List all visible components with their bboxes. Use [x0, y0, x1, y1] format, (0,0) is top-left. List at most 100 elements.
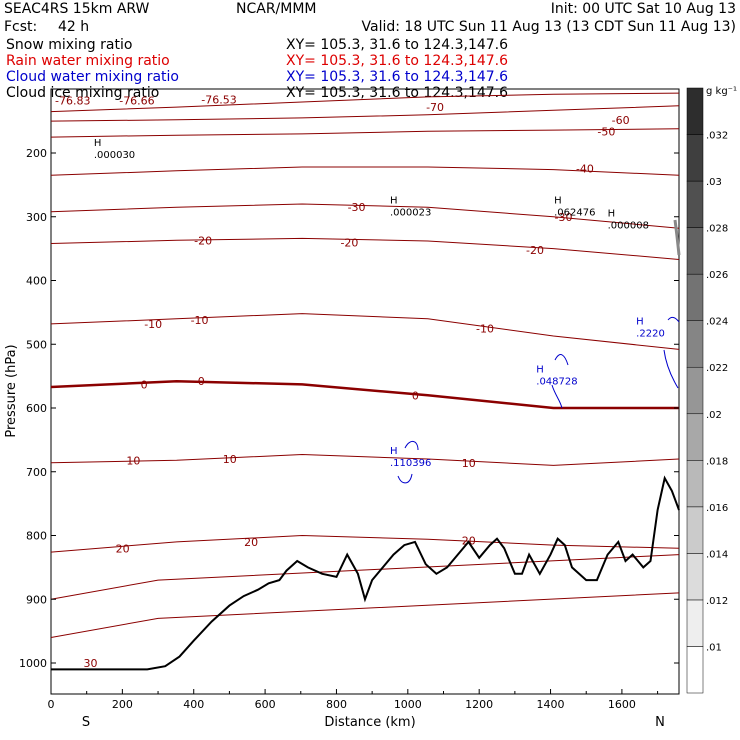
field-name: Cloud water mixing ratio: [6, 69, 179, 85]
x-tick-label: 800: [326, 698, 347, 711]
temperature-contours: [50, 92, 680, 638]
contour-line: [50, 379, 679, 410]
colorbar-bin: [686, 87, 704, 135]
colorbar-label: .02: [706, 410, 722, 421]
contour-line: [50, 534, 680, 553]
contour-line: [50, 554, 680, 600]
extremum-marker: H: [390, 446, 398, 457]
extremum-value: .2220: [636, 329, 665, 340]
colorbar-bin: [686, 460, 704, 508]
y-tick-label: 400: [26, 275, 47, 288]
contour-label: 0: [412, 389, 419, 402]
model-title: SEAC4RS 15km ARW: [4, 1, 150, 17]
colorbar-label: .012: [706, 596, 728, 607]
field-name: Rain water mixing ratio: [6, 53, 170, 69]
contour-label: -76.83: [55, 95, 90, 108]
x-tick-label: 1000: [394, 698, 422, 711]
x-tick-label: 200: [112, 698, 133, 711]
contour-line: [50, 592, 680, 638]
colorbar-bin: [686, 413, 704, 461]
contour-line: [50, 313, 680, 350]
x-tick-label: 400: [183, 698, 204, 711]
contour-label: -76.66: [119, 95, 154, 108]
contour-line: [50, 453, 680, 466]
colorbar-bin: [686, 227, 704, 275]
extremum-marker: H: [554, 196, 562, 207]
y-tick-label: 900: [26, 593, 47, 606]
extremum-marker: H: [390, 196, 398, 207]
contour-label: 10: [223, 453, 237, 466]
colorbar-label: .028: [706, 224, 728, 235]
x-axis-title: Distance (km): [324, 715, 415, 730]
y-tick-label: 800: [26, 530, 47, 543]
y-tick-label: 700: [26, 466, 47, 479]
contour-line: [50, 237, 680, 260]
colorbar-bin: [686, 320, 704, 368]
terrain-line: [51, 475, 680, 671]
contour-label: -20: [526, 244, 544, 257]
extremum-value: .048728: [536, 377, 577, 388]
colorbar-bin: [686, 553, 704, 601]
valid-time: Valid: 18 UTC Sun 11 Aug 13 (13 CDT Sun …: [362, 19, 736, 35]
extremum-marker: H: [94, 138, 102, 149]
contour-line: [50, 92, 680, 113]
colorbar-label: .024: [706, 317, 728, 328]
y-tick-label: 600: [26, 402, 47, 415]
x-tick-label: 600: [255, 698, 276, 711]
colorbar-bin: [686, 134, 704, 182]
contour-label: -10: [144, 318, 162, 331]
forecast-label: Fcst:: [4, 19, 37, 35]
field-xy: XY= 105.3, 31.6 to 124.3,147.6: [286, 37, 508, 53]
init-time: Init: 00 UTC Sat 10 Aug 13: [551, 1, 736, 17]
y-tick-label: 1000: [19, 657, 47, 670]
colorbar-label: .01: [706, 642, 722, 653]
extremum-marker: H: [608, 208, 616, 219]
extremum-value: .000023: [390, 208, 431, 219]
contour-label: 0: [198, 375, 205, 388]
contour-label: -30: [348, 201, 366, 214]
colorbar-bin: [686, 273, 704, 321]
extremum-value: .000008: [608, 220, 649, 231]
extremum-value: .000030: [94, 150, 135, 161]
contour-label: -60: [612, 114, 630, 127]
contour-label: -20: [194, 234, 212, 247]
field-xy: XY= 105.3, 31.6 to 124.3,147.6: [286, 53, 508, 69]
plot-frame: [50, 88, 680, 695]
field-legend: Snow mixing ratio XY= 105.3, 31.6 to 124.…: [6, 37, 508, 101]
colorbar-label: .018: [706, 456, 728, 467]
forecast-hour: 42 h: [58, 19, 89, 35]
colorbar-label: .032: [706, 131, 728, 142]
contour-label: 0: [141, 378, 148, 391]
contour-line: [50, 105, 680, 122]
contour-label: -20: [340, 236, 358, 249]
contour-label: 10: [462, 457, 476, 470]
colorbar-label: .026: [706, 270, 728, 281]
contour-label: -70: [426, 101, 444, 114]
contour-label: -10: [476, 322, 494, 335]
contour-label: -76.53: [201, 93, 236, 106]
extremum-marker: H: [636, 317, 644, 328]
x-tick-label: 1600: [608, 698, 636, 711]
colorbar-label: .016: [706, 503, 728, 514]
extremum-value: .110396: [390, 458, 431, 469]
contour-label: 20: [244, 536, 258, 549]
colorbar-bin: [686, 599, 704, 647]
contour-label: -50: [597, 125, 615, 138]
contour-label: -30: [555, 211, 573, 224]
cloud-water-contours: [397, 219, 681, 484]
contour-label: 10: [126, 454, 140, 467]
y-axis-title: Pressure (hPa): [4, 344, 19, 437]
x-tick-label: 1200: [465, 698, 493, 711]
x-tick-label: 0: [48, 698, 55, 711]
field-xy: XY= 105.3, 31.6 to 124.3,147.6: [286, 69, 508, 85]
contour-label: -10: [191, 314, 209, 327]
extremum-marker: H: [536, 365, 544, 376]
colorbar-bin: [686, 646, 704, 694]
contour-label: 30: [84, 657, 98, 670]
y-tick-label: 200: [26, 147, 47, 160]
field-name: Snow mixing ratio: [6, 37, 132, 53]
contour-label: -40: [576, 162, 594, 175]
